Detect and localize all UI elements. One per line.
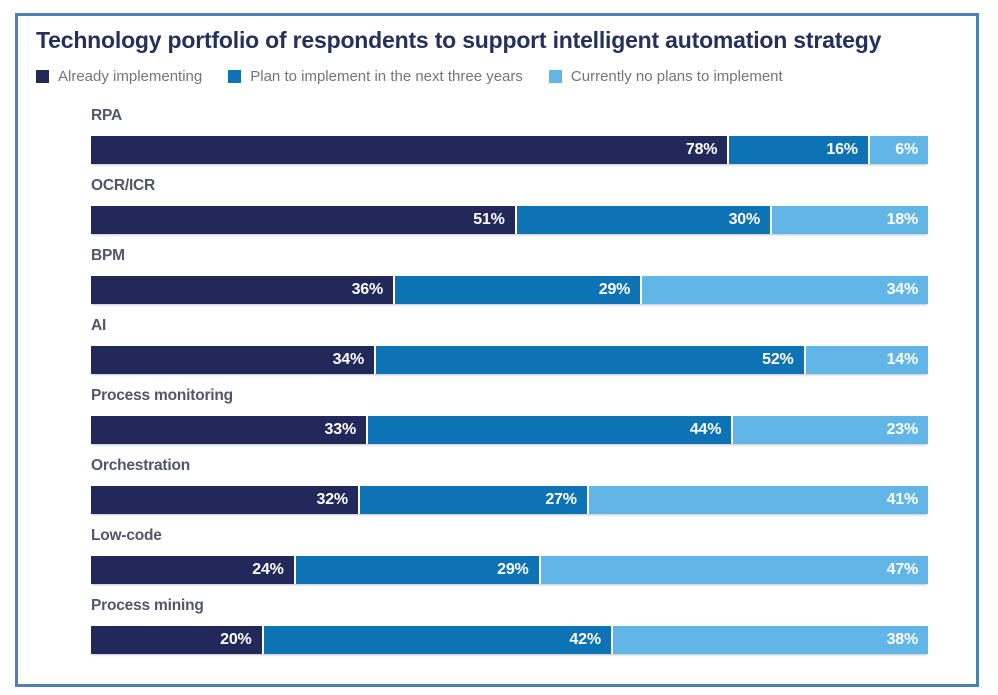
chart-row: Process mining 20% 42% 38% [91,597,928,655]
bar-segment: 51% [91,206,515,235]
value-label: 47% [886,561,919,579]
bar-segment: 78% [91,136,728,165]
bar-segment: 16% [729,136,868,165]
stacked-bar: 51% 30% 18% [91,206,928,235]
legend-swatch [228,70,242,84]
bar-segment: 24% [91,556,294,585]
bar-segment: 44% [367,416,732,445]
value-label: 34% [886,281,919,299]
value-label: 32% [316,491,349,509]
bar-segment: 23% [733,416,928,445]
category-label: Process monitoring [91,387,233,405]
bar-segment: 34% [642,276,928,305]
category-label: OCR/ICR [91,177,156,195]
legend-swatch [548,70,562,84]
bar-segment: 52% [376,346,804,375]
bar-segment: 32% [91,486,358,515]
value-label: 18% [886,211,919,229]
bar-segment: 38% [612,626,928,655]
bar-segment: 33% [91,416,366,445]
chart-row: BPM 36% 29% 34% [91,247,928,305]
stacked-bar: 33% 44% 23% [91,416,928,445]
value-label: 33% [324,421,357,439]
bar-segment: 41% [588,486,928,515]
chart-row: Process monitoring 33% 44% 23% [91,387,928,445]
category-label: Low-code [91,527,162,545]
value-label: 34% [332,351,365,369]
value-label: 42% [569,631,601,649]
legend-item: Plan to implement in the next three year… [228,68,523,85]
bar-segment: 47% [540,556,928,585]
stacked-bar: 34% 52% 14% [91,346,928,375]
bar-segment: 27% [359,486,587,515]
bar-segment: 6% [869,136,929,165]
value-label: 24% [252,561,284,579]
value-label: 51% [473,211,505,229]
legend-label: Currently no plans to implement [570,68,783,86]
stacked-bar: 32% 27% 41% [91,486,928,515]
chart-row: Orchestration 32% 27% 41% [91,457,928,515]
category-label: Orchestration [91,457,191,475]
value-label: 78% [685,141,718,159]
bar-segment: 29% [295,556,539,585]
chart-frame: Technology portfolio of respondents to s… [15,13,979,687]
legend-item: Already implementing [36,68,202,85]
stacked-bar: 24% 29% 47% [91,556,928,585]
value-label: 52% [762,351,794,369]
bar-segment: 29% [395,276,641,305]
value-label: 30% [728,211,761,229]
chart-row: OCR/ICR 51% 30% 18% [91,177,928,235]
value-label: 44% [689,421,722,439]
value-label: 16% [826,141,858,159]
bar-segment: 42% [263,626,611,655]
legend: Already implementing Plan to implement in… [36,68,958,85]
stacked-bar: 78% 16% 6% [91,136,929,165]
bar-segment: 20% [91,626,262,655]
category-label: Process mining [91,597,204,615]
chart-row: Low-code 24% 29% 47% [91,527,928,585]
category-label: BPM [91,247,125,265]
category-label: AI [91,317,107,335]
value-label: 6% [895,141,919,159]
legend-label: Plan to implement in the next three year… [250,68,523,86]
chart-content: Technology portfolio of respondents to s… [18,16,976,655]
stacked-bar: 36% 29% 34% [91,276,928,305]
bar-segment: 36% [91,276,393,305]
bar-segment: 14% [805,346,928,375]
value-label: 20% [220,631,252,649]
chart-row: AI 34% 52% 14% [91,317,928,375]
value-label: 29% [598,281,631,299]
bar-segment: 34% [91,346,375,375]
value-label: 14% [886,351,919,369]
value-label: 38% [886,631,919,649]
chart-title: Technology portfolio of respondents to s… [36,27,882,53]
chart-rows: RPA 78% 16% 6% OCR/ICR 51% 30% 18% BPM 36% 29% 34% A… [91,107,929,655]
chart-row: RPA 78% 16% 6% [91,107,929,165]
value-label: 27% [545,491,577,509]
value-label: 29% [497,561,529,579]
value-label: 23% [886,421,919,439]
bar-segment: 30% [516,206,770,235]
legend-swatch [36,70,49,84]
value-label: 36% [351,281,384,299]
category-label: RPA [91,107,122,125]
bar-segment: 18% [772,206,928,235]
legend-item: Currently no plans to implement [548,68,783,86]
value-label: 41% [886,491,919,509]
legend-label: Already implementing [58,68,203,86]
stacked-bar: 20% 42% 38% [91,626,928,655]
